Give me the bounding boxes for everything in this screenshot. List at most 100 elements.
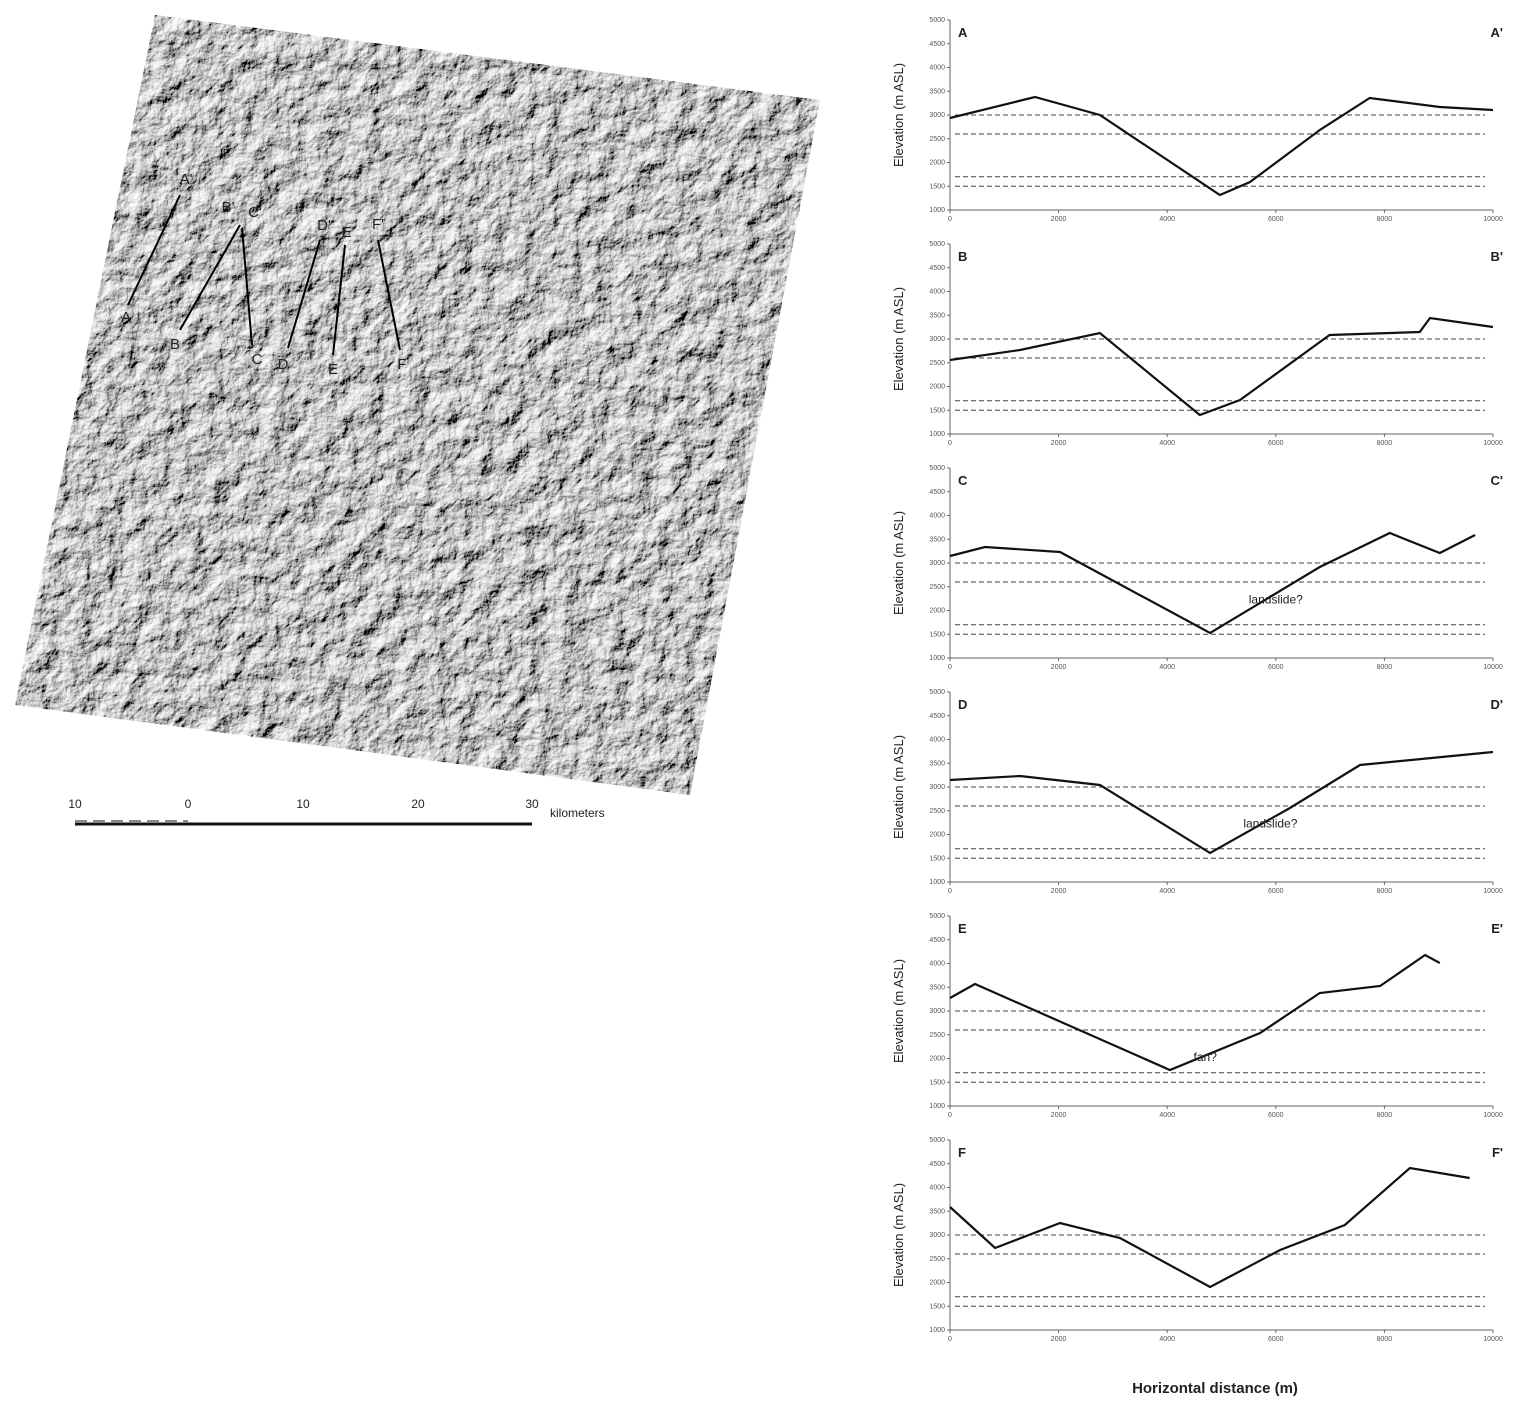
section-end-label: E' [342,224,355,241]
y-tick-label: 2000 [929,1280,945,1287]
x-tick-label: 2000 [1051,1336,1067,1343]
profile-line [950,533,1475,633]
x-tick-label: 4000 [1159,664,1175,671]
x-tick-label: 2000 [1051,216,1067,223]
x-tick-label: 4000 [1159,440,1175,447]
y-tick-label: 5000 [929,1137,945,1144]
section-end-label: E' [1491,921,1503,936]
x-tick-label: 6000 [1268,216,1284,223]
y-axis-title: Elevation (m ASL) [891,735,906,839]
section-end-label: B' [1491,249,1503,264]
section-start-label: B [958,249,967,264]
x-tick-label: 0 [948,440,952,447]
y-tick-label: 4000 [929,961,945,968]
y-tick-label: 1000 [929,1103,945,1110]
y-tick-label: 4000 [929,65,945,72]
section-start-label: C [958,473,968,488]
annotation: fan? [1194,1050,1218,1064]
y-tick-label: 1000 [929,207,945,214]
y-tick-label: 4500 [929,41,945,48]
y-tick-label: 2500 [929,584,945,591]
y-tick-label: 3000 [929,112,945,119]
y-tick-label: 2000 [929,832,945,839]
y-tick-label: 2500 [929,1256,945,1263]
x-tick-label: 6000 [1268,664,1284,671]
y-tick-label: 5000 [929,241,945,248]
figure: AA'BB'CC'DD'EE'FF' kilometers 100102030 … [0,0,1516,1405]
x-tick-label: 0 [948,1112,952,1119]
y-tick-label: 1500 [929,407,945,414]
y-tick-label: 3500 [929,984,945,991]
section-start-label: B [170,336,180,353]
y-tick-label: 3000 [929,1008,945,1015]
scale-label: 10 [296,797,310,811]
section-start-label: A [958,25,968,40]
y-tick-label: 3500 [929,1208,945,1215]
x-axis-title: Horizontal distance (m) [1132,1380,1298,1397]
profile-line [950,752,1493,853]
x-tick-label: 4000 [1159,888,1175,895]
y-tick-label: 2500 [929,1032,945,1039]
y-tick-label: 1000 [929,879,945,886]
x-tick-label: 6000 [1268,440,1284,447]
section-end-label: A' [1491,25,1503,40]
y-tick-label: 3500 [929,760,945,767]
y-tick-label: 4000 [929,513,945,520]
annotation: landslide? [1243,816,1297,830]
y-tick-label: 1500 [929,1079,945,1086]
section-start-label: D [958,697,967,712]
x-tick-label: 2000 [1051,440,1067,447]
x-tick-label: 4000 [1159,1336,1175,1343]
y-tick-label: 5000 [929,465,945,472]
y-axis-title: Elevation (m ASL) [891,287,906,391]
section-start-label: F [958,1145,966,1160]
y-tick-label: 4500 [929,713,945,720]
y-axis-title: Elevation (m ASL) [891,511,906,615]
x-tick-label: 10000 [1483,1336,1503,1343]
section-end-label: F' [372,216,384,233]
x-tick-label: 6000 [1268,888,1284,895]
profile-chart: 1000150020002500300035004000450050000200… [891,465,1503,671]
scale-label: 10 [68,797,82,811]
y-axis-title: Elevation (m ASL) [891,1183,906,1287]
x-tick-label: 0 [948,216,952,223]
profile-line [950,97,1493,195]
x-tick-label: 4000 [1159,216,1175,223]
y-tick-label: 4000 [929,1185,945,1192]
y-tick-label: 1000 [929,1327,945,1334]
y-tick-label: 3500 [929,88,945,95]
annotation: landslide? [1249,592,1303,606]
section-end-label: F' [1492,1145,1503,1160]
section-end-label: C' [1491,473,1503,488]
x-tick-label: 6000 [1268,1336,1284,1343]
y-tick-label: 1500 [929,1303,945,1310]
y-tick-label: 3000 [929,336,945,343]
y-tick-label: 2500 [929,808,945,815]
y-axis-title: Elevation (m ASL) [891,63,906,167]
y-tick-label: 2000 [929,1056,945,1063]
section-end-label: B' [222,199,235,216]
section-start-label: F [397,356,406,373]
x-tick-label: 2000 [1051,664,1067,671]
section-end-label: A' [180,171,193,188]
x-tick-label: 10000 [1483,216,1503,223]
y-tick-label: 3000 [929,784,945,791]
x-tick-label: 2000 [1051,1112,1067,1119]
y-tick-label: 3000 [929,1232,945,1239]
y-axis-title: Elevation (m ASL) [891,959,906,1063]
y-tick-label: 4000 [929,737,945,744]
x-tick-label: 2000 [1051,888,1067,895]
x-tick-label: 0 [948,1336,952,1343]
y-tick-label: 3500 [929,312,945,319]
y-tick-label: 1000 [929,655,945,662]
y-tick-label: 2500 [929,136,945,143]
x-tick-label: 10000 [1483,664,1503,671]
profile-line [950,1168,1470,1287]
x-tick-label: 4000 [1159,1112,1175,1119]
scale-label: 30 [525,797,539,811]
scale-label: 20 [411,797,425,811]
